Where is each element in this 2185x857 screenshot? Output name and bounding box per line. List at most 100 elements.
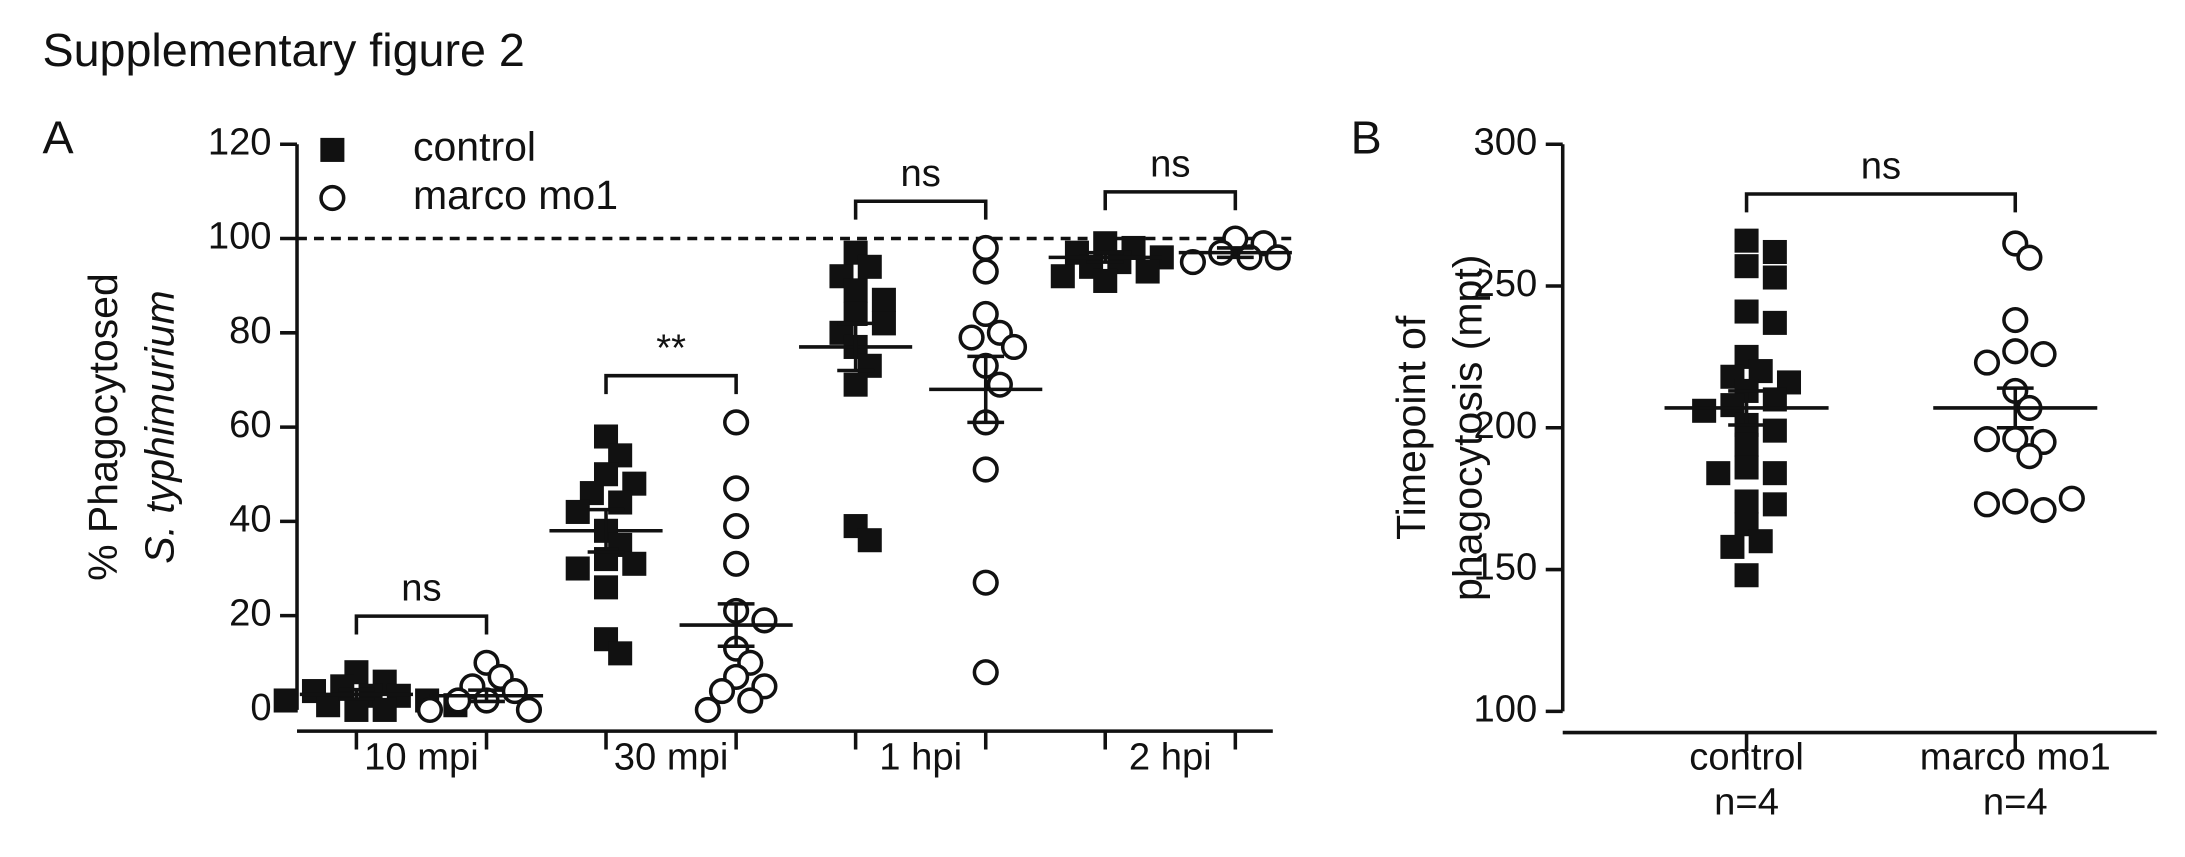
error-bar xyxy=(1728,389,1765,427)
square-point xyxy=(1762,461,1787,486)
circle-point xyxy=(723,550,750,577)
circle-point xyxy=(2016,244,2043,271)
circle-point xyxy=(972,659,999,686)
significance-label: ns xyxy=(1861,145,1901,188)
square-point xyxy=(1135,259,1160,284)
significance-bracket xyxy=(604,373,738,395)
x-tick-label: 10 mpi xyxy=(364,735,479,778)
circle-point xyxy=(2058,485,2085,512)
square-point xyxy=(857,254,882,279)
x-tick-label: marco mo1 xyxy=(1920,735,2111,778)
significance-label: ns xyxy=(901,152,941,195)
square-point xyxy=(1762,239,1787,265)
square-point xyxy=(273,688,298,713)
error-bar xyxy=(837,321,875,373)
x-tick-label: 30 mpi xyxy=(614,735,729,778)
y-axis-label: % Phagocytosed xyxy=(80,273,126,581)
square-point xyxy=(1734,254,1759,279)
square-point xyxy=(1762,418,1787,443)
circle-point xyxy=(972,300,999,328)
circle-point xyxy=(319,184,346,212)
square-point xyxy=(608,641,633,666)
circle-point xyxy=(1973,491,2001,518)
circle-point xyxy=(416,696,444,724)
circle-point xyxy=(751,607,778,634)
circle-point xyxy=(958,324,985,351)
y-tick-label: 0 xyxy=(250,686,271,729)
circle-point xyxy=(445,687,472,714)
y-axis-label: phagocytosis (mpt) xyxy=(1445,255,1491,601)
square-point xyxy=(1762,310,1787,335)
circle-point xyxy=(708,677,736,705)
y-tick-label: 100 xyxy=(1474,687,1538,730)
circle-point xyxy=(2002,338,2029,365)
square-point xyxy=(1734,432,1759,457)
circle-point xyxy=(2030,340,2057,368)
error-bar xyxy=(468,688,505,704)
circle-point xyxy=(723,475,750,502)
circle-point xyxy=(972,234,999,262)
circle-point xyxy=(1264,244,1291,271)
y-axis-label: Timepoint of xyxy=(1388,315,1434,540)
y-tick-label: 250 xyxy=(1474,262,1538,305)
square-point xyxy=(1734,455,1759,480)
error-bar xyxy=(1086,250,1124,264)
square-point xyxy=(1720,534,1745,559)
significance-bracket xyxy=(853,199,988,220)
y-axis-label: S. typhimurium xyxy=(136,290,182,563)
circle-point xyxy=(694,696,721,724)
circle-point xyxy=(986,371,1013,398)
square-point xyxy=(871,287,896,312)
x-tick-label: 1 hpi xyxy=(879,735,962,778)
square-point xyxy=(857,528,882,553)
circle-point xyxy=(1000,333,1028,361)
circle-point xyxy=(1973,349,2001,376)
y-tick-label: 300 xyxy=(1474,120,1538,163)
significance-bracket xyxy=(1103,190,1238,211)
y-tick-label: 100 xyxy=(208,215,272,258)
square-point xyxy=(1734,228,1759,253)
square-point xyxy=(843,372,868,397)
circle-point xyxy=(972,569,999,596)
significance-label: ns xyxy=(1150,142,1190,185)
square-point xyxy=(565,556,590,581)
significance-label: ns xyxy=(401,567,441,610)
legend-label: control xyxy=(413,124,536,170)
square-point xyxy=(565,499,590,524)
square-point xyxy=(1734,563,1759,588)
error-bar xyxy=(338,687,375,701)
square-point xyxy=(1734,299,1759,324)
square-point xyxy=(593,575,619,600)
significance-label: ** xyxy=(656,326,686,369)
circle-point xyxy=(972,258,999,285)
square-point xyxy=(1762,265,1787,290)
square-point xyxy=(843,278,868,303)
square-point xyxy=(1093,268,1118,293)
circle-point xyxy=(2002,306,2029,334)
square-point xyxy=(1692,398,1717,423)
circle-point xyxy=(1973,426,2001,453)
error-bar xyxy=(1996,386,2034,430)
circle-point xyxy=(723,409,750,436)
y-tick-label: 40 xyxy=(229,497,271,540)
square-point xyxy=(1050,264,1075,289)
square-point xyxy=(1748,529,1773,554)
square-point xyxy=(622,551,647,576)
figure-title: Supplementary figure 2 xyxy=(42,24,524,76)
y-tick-label: 200 xyxy=(1474,404,1538,447)
square-point xyxy=(871,311,896,336)
significance-bracket xyxy=(354,614,489,635)
significance-bracket xyxy=(1744,192,2018,213)
error-bar xyxy=(967,354,1005,425)
n-label: n=4 xyxy=(1714,781,1779,824)
square-point xyxy=(316,693,341,718)
square-point xyxy=(1762,492,1787,517)
square-point xyxy=(344,697,369,722)
circle-point xyxy=(515,696,543,724)
y-tick-label: 20 xyxy=(229,592,271,635)
circle-point xyxy=(2030,496,2057,524)
square-point xyxy=(1706,461,1731,486)
x-tick-label: 2 hpi xyxy=(1129,735,1212,778)
square-point xyxy=(320,137,345,162)
